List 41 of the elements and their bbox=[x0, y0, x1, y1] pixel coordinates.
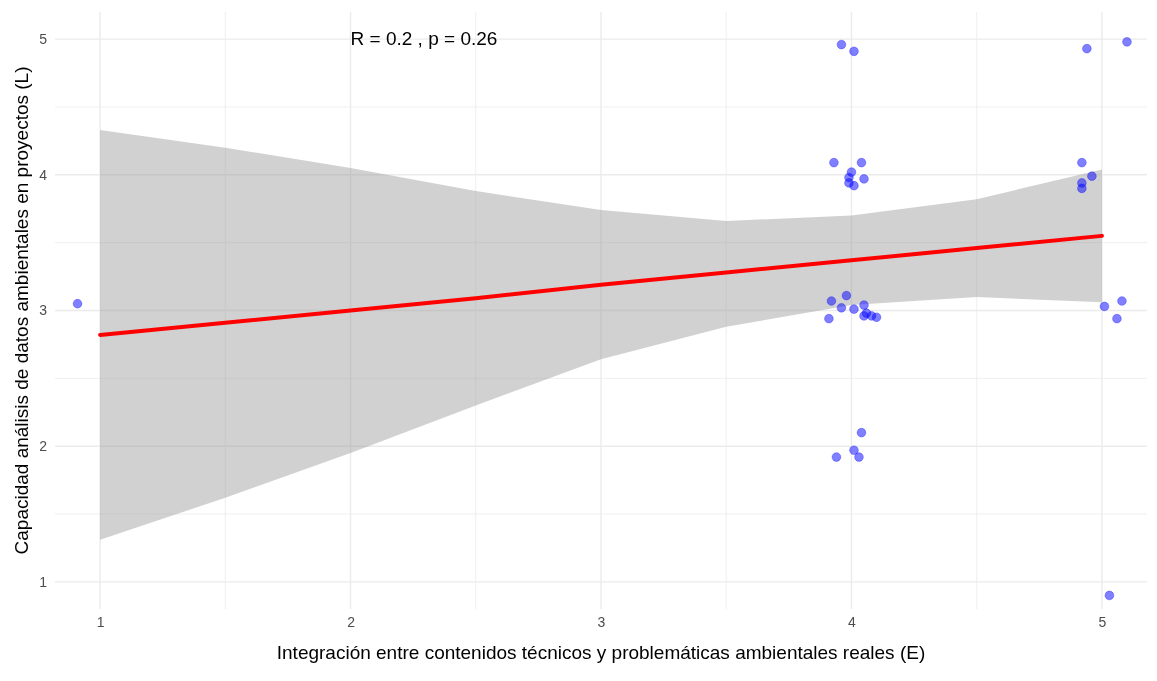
point bbox=[836, 39, 847, 50]
point bbox=[849, 180, 859, 191]
point bbox=[859, 174, 869, 184]
point bbox=[854, 452, 864, 462]
y-tick-label: 1 bbox=[39, 573, 48, 590]
line-series bbox=[98, 233, 1104, 337]
point bbox=[849, 46, 859, 57]
point bbox=[1087, 171, 1097, 182]
point bbox=[841, 290, 852, 301]
point bbox=[1082, 43, 1092, 54]
point bbox=[831, 452, 842, 462]
point bbox=[824, 313, 834, 324]
y-tick-label: 4 bbox=[39, 166, 48, 183]
y-tick-label: 3 bbox=[39, 302, 48, 319]
annotation: R = 0.2 , p = 0.26 bbox=[350, 28, 498, 50]
point bbox=[856, 427, 867, 438]
x-tick-label: 3 bbox=[597, 613, 606, 630]
point bbox=[1117, 296, 1127, 306]
point bbox=[826, 296, 837, 306]
y-tick-label: 5 bbox=[39, 31, 48, 48]
x-tick-label: 1 bbox=[96, 613, 105, 630]
x-tick-label: 4 bbox=[848, 613, 857, 630]
x-axis-title: Integración entre contenidos técnicos y problemáticas ambientales reales (E) bbox=[276, 642, 926, 663]
point bbox=[871, 312, 882, 323]
point bbox=[829, 157, 839, 168]
point bbox=[1122, 36, 1132, 47]
point bbox=[72, 298, 83, 309]
point bbox=[859, 300, 869, 310]
x-tick-label: 5 bbox=[1098, 613, 1107, 630]
point bbox=[836, 302, 847, 313]
point bbox=[856, 157, 867, 168]
point bbox=[1112, 313, 1122, 324]
point bbox=[849, 304, 859, 314]
point bbox=[849, 445, 859, 456]
y-tick-label: 2 bbox=[39, 438, 48, 455]
y-axis-title: Capacidad análisis de datos ambientales en proyectos (L) bbox=[11, 66, 32, 555]
point bbox=[1077, 183, 1087, 194]
x-tick-label: 2 bbox=[347, 613, 356, 630]
point bbox=[1077, 157, 1087, 168]
point bbox=[1099, 301, 1110, 312]
point bbox=[1104, 590, 1115, 601]
